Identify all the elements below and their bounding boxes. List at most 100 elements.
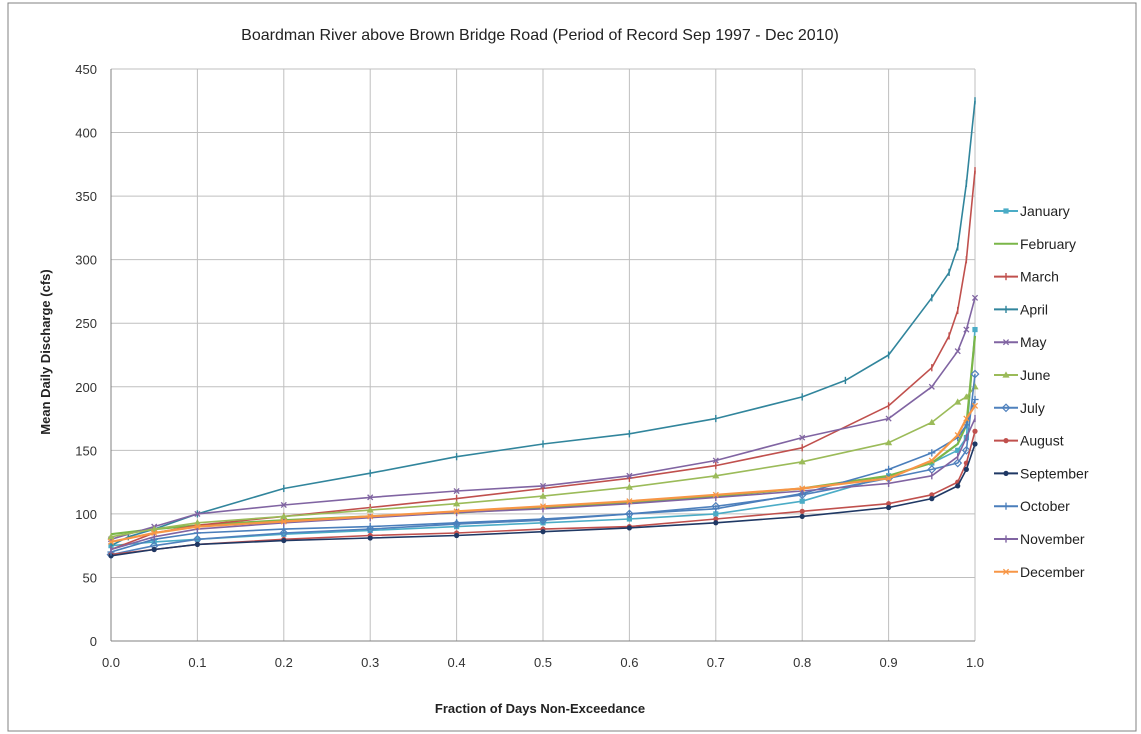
data-point <box>798 458 806 465</box>
x-tick-label: 0.4 <box>448 655 466 670</box>
data-point <box>1002 568 1010 575</box>
data-point <box>1003 470 1009 476</box>
data-point <box>929 492 935 498</box>
legend-label: May <box>1020 334 1046 350</box>
data-point <box>971 294 979 301</box>
legend-label: November <box>1020 531 1085 547</box>
y-tick-label: 350 <box>75 189 97 204</box>
legend-label: February <box>1020 236 1076 252</box>
axes: 0.0 0.1 0.2 0.3 0.4 0.5 0.6 0.7 0.8 0.9 1.0 0 50 100 1… <box>75 62 984 670</box>
data-point <box>885 439 893 446</box>
y-tick-label: 100 <box>75 507 97 522</box>
data-point <box>453 519 461 527</box>
legend-item: September <box>994 465 1089 481</box>
data-point <box>540 529 546 535</box>
data-point <box>712 491 719 498</box>
data-point <box>1002 371 1010 378</box>
data-point <box>539 503 547 510</box>
x-tick-label: 1.0 <box>966 655 984 670</box>
x-tick-label: 0.0 <box>102 655 120 670</box>
data-point <box>885 475 892 482</box>
legend-item: August <box>994 433 1064 449</box>
data-point <box>928 383 935 390</box>
data-point <box>954 398 962 405</box>
data-point <box>540 520 546 526</box>
data-point <box>712 457 719 464</box>
data-point <box>625 510 633 518</box>
data-point <box>1002 339 1010 346</box>
data-point <box>454 532 460 539</box>
data-point <box>971 395 979 404</box>
data-point <box>280 501 287 509</box>
y-tick-label: 200 <box>75 380 97 395</box>
legend-item: March <box>994 269 1059 285</box>
y-tick-label: 0 <box>90 634 97 649</box>
data-point <box>367 535 373 541</box>
data-point <box>625 483 633 490</box>
data-point <box>453 508 460 515</box>
y-tick-label: 150 <box>75 443 97 458</box>
data-point <box>799 498 805 504</box>
legend-item: April <box>994 301 1048 317</box>
data-point <box>713 511 719 517</box>
legend-item: May <box>994 334 1046 350</box>
data-point <box>1003 438 1009 444</box>
data-point <box>365 524 375 534</box>
data-point <box>961 445 971 455</box>
data-point <box>929 496 935 502</box>
x-tick-label: 0.2 <box>275 655 293 670</box>
data-point <box>963 326 970 333</box>
data-point <box>799 485 806 492</box>
data-point <box>367 494 374 501</box>
data-point <box>454 524 460 530</box>
y-tick-label: 400 <box>75 126 97 141</box>
data-point <box>280 518 287 525</box>
data-point <box>280 512 288 520</box>
legend: January February March April May June July Augu… <box>994 203 1089 580</box>
data-point <box>539 515 547 523</box>
y-tick-label: 50 <box>83 570 97 585</box>
data-point <box>626 525 633 531</box>
data-point <box>954 432 961 439</box>
data-point <box>1001 403 1011 413</box>
legend-label: April <box>1020 301 1048 317</box>
data-point <box>281 537 287 544</box>
data-point <box>970 369 980 379</box>
legend-item: June <box>994 367 1051 383</box>
data-point <box>367 513 374 520</box>
data-point <box>799 508 805 514</box>
data-point <box>626 516 632 522</box>
legend-item: January <box>994 203 1070 219</box>
legend-label: December <box>1020 564 1085 580</box>
x-tick-label: 0.3 <box>361 655 379 670</box>
data-point <box>954 348 961 355</box>
data-point <box>928 418 936 425</box>
data-point <box>886 504 892 511</box>
data-point <box>281 531 287 537</box>
legend-label: August <box>1020 433 1064 449</box>
data-point <box>972 428 978 434</box>
legend-label: June <box>1020 367 1051 383</box>
data-point <box>453 500 461 507</box>
data-point <box>1002 502 1010 510</box>
legend-label: March <box>1020 269 1059 285</box>
data-point <box>539 482 547 489</box>
data-point <box>885 415 892 422</box>
data-point <box>367 527 373 534</box>
data-point <box>886 501 892 507</box>
legend-label: September <box>1020 465 1089 481</box>
data-point <box>971 402 979 409</box>
series-december <box>107 402 979 545</box>
data-point <box>713 516 719 522</box>
data-point <box>108 553 114 559</box>
data-point <box>713 520 719 526</box>
data-point <box>193 519 201 526</box>
data-point <box>712 505 720 513</box>
legend-label: October <box>1020 498 1070 514</box>
x-tick-label: 0.6 <box>620 655 638 670</box>
data-point <box>626 498 633 505</box>
data-point <box>799 434 806 441</box>
data-point <box>626 472 633 479</box>
